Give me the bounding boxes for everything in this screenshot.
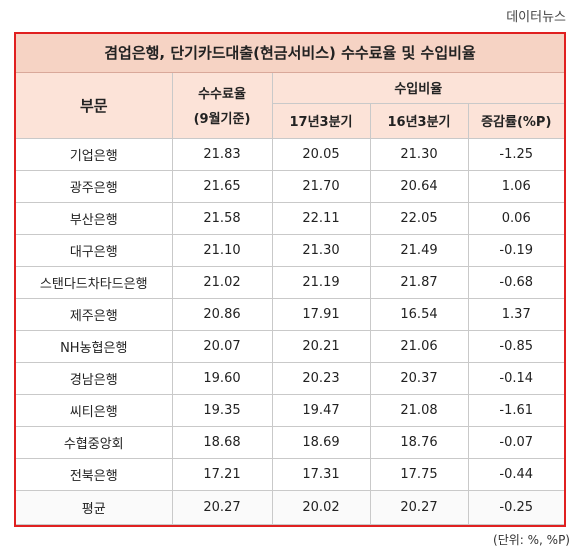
- ratio-q17-cell: 21.30: [271, 233, 371, 267]
- average-change: -0.25: [467, 490, 564, 525]
- ratio-q16-cell: 22.05: [369, 201, 469, 235]
- header-fee-rate-label: 수수료율: [198, 87, 246, 103]
- bank-name-cell: 기업은행: [16, 138, 173, 171]
- table-row: 씨티은행 19.35 19.47 21.08 -1.61: [16, 393, 564, 427]
- ratio-q16-cell: 16.54: [369, 297, 469, 331]
- header-fee-rate: 수수료율 (9월기준): [171, 73, 273, 139]
- fee-rate-cell: 18.68: [171, 425, 273, 459]
- ratio-q16-cell: 20.64: [369, 169, 469, 203]
- change-cell: -0.07: [467, 425, 564, 459]
- average-q17: 20.02: [271, 490, 371, 525]
- header-fee-rate-sub: (9월기준): [193, 112, 251, 128]
- ratio-q17-cell: 22.11: [271, 201, 371, 235]
- table-row: 경남은행 19.60 20.23 20.37 -0.14: [16, 361, 564, 395]
- bank-name-cell: 스탠다드차타드은행: [16, 265, 173, 299]
- bank-name-cell: 경남은행: [16, 361, 173, 395]
- bank-name-cell: 씨티은행: [16, 393, 173, 427]
- ratio-q17-cell: 20.05: [271, 138, 371, 171]
- ratio-q16-cell: 21.30: [369, 138, 469, 171]
- source-label: 데이터뉴스: [506, 10, 566, 25]
- change-cell: -0.85: [467, 329, 564, 363]
- change-cell: 1.06: [467, 169, 564, 203]
- bank-name-cell: 대구은행: [16, 233, 173, 267]
- bank-name-cell: 광주은행: [16, 169, 173, 203]
- table-row: 제주은행 20.86 17.91 16.54 1.37: [16, 297, 564, 331]
- ratio-q16-cell: 21.06: [369, 329, 469, 363]
- unit-note: (단위: %, %P): [493, 533, 570, 547]
- bank-name-cell: 전북은행: [16, 457, 173, 491]
- bank-name-cell: 부산은행: [16, 201, 173, 235]
- fee-table-frame: 겸업은행, 단기카드대출(현금서비스) 수수료율 및 수입비율 부문 수수료율 …: [14, 32, 566, 527]
- table-row: 광주은행 21.65 21.70 20.64 1.06: [16, 169, 564, 203]
- ratio-q17-cell: 19.47: [271, 393, 371, 427]
- bank-name-cell: NH농협은행: [16, 329, 173, 363]
- average-q16: 20.27: [369, 490, 469, 525]
- change-cell: -0.68: [467, 265, 564, 299]
- table-row: 대구은행 21.10 21.30 21.49 -0.19: [16, 233, 564, 267]
- fee-table: 부문 수수료율 (9월기준) 수입비율 17년3분기 16년3분기 증감률(%P…: [16, 73, 564, 525]
- table-row: 기업은행 21.83 20.05 21.30 -1.25: [16, 138, 564, 171]
- fee-rate-cell: 19.35: [171, 393, 273, 427]
- ratio-q16-cell: 21.87: [369, 265, 469, 299]
- change-cell: 1.37: [467, 297, 564, 331]
- bank-name-cell: 수협중앙회: [16, 425, 173, 459]
- table-row: 부산은행 21.58 22.11 22.05 0.06: [16, 201, 564, 235]
- fee-rate-cell: 20.86: [171, 297, 273, 331]
- ratio-q17-cell: 21.19: [271, 265, 371, 299]
- ratio-q17-cell: 18.69: [271, 425, 371, 459]
- change-cell: -0.14: [467, 361, 564, 395]
- table-row: 수협중앙회 18.68 18.69 18.76 -0.07: [16, 425, 564, 459]
- average-label: 평균: [16, 490, 173, 525]
- ratio-q16-cell: 18.76: [369, 425, 469, 459]
- change-cell: 0.06: [467, 201, 564, 235]
- table-row: NH농협은행 20.07 20.21 21.06 -0.85: [16, 329, 564, 363]
- ratio-q17-cell: 20.21: [271, 329, 371, 363]
- ratio-q16-cell: 21.08: [369, 393, 469, 427]
- header-division: 부문: [16, 73, 173, 139]
- change-cell: -1.61: [467, 393, 564, 427]
- table-row: 스탠다드차타드은행 21.02 21.19 21.87 -0.68: [16, 265, 564, 299]
- fee-rate-cell: 19.60: [171, 361, 273, 395]
- ratio-q17-cell: 20.23: [271, 361, 371, 395]
- ratio-q17-cell: 17.31: [271, 457, 371, 491]
- fee-rate-cell: 21.58: [171, 201, 273, 235]
- fee-rate-cell: 21.10: [171, 233, 273, 267]
- header-change: 증감률(%P): [467, 102, 564, 139]
- fee-rate-cell: 17.21: [171, 457, 273, 491]
- ratio-q17-cell: 21.70: [271, 169, 371, 203]
- fee-rate-cell: 21.02: [171, 265, 273, 299]
- ratio-q17-cell: 17.91: [271, 297, 371, 331]
- fee-rate-cell: 21.83: [171, 138, 273, 171]
- average-fee: 20.27: [171, 490, 273, 525]
- table-row: 전북은행 17.21 17.31 17.75 -0.44: [16, 457, 564, 491]
- header-q16: 16년3분기: [369, 102, 469, 139]
- header-q17: 17년3분기: [272, 102, 371, 139]
- table-title: 겸업은행, 단기카드대출(현금서비스) 수수료율 및 수입비율: [16, 34, 564, 73]
- change-cell: -1.25: [467, 138, 564, 171]
- average-row: 평균 20.27 20.02 20.27 -0.25: [16, 490, 564, 525]
- header-income-ratio: 수입비율: [271, 73, 564, 104]
- fee-rate-cell: 21.65: [171, 169, 273, 203]
- bank-name-cell: 제주은행: [16, 297, 173, 331]
- ratio-q16-cell: 20.37: [369, 361, 469, 395]
- ratio-q16-cell: 17.75: [369, 457, 469, 491]
- fee-rate-cell: 20.07: [171, 329, 273, 363]
- change-cell: -0.19: [467, 233, 564, 267]
- ratio-q16-cell: 21.49: [369, 233, 469, 267]
- change-cell: -0.44: [467, 457, 564, 491]
